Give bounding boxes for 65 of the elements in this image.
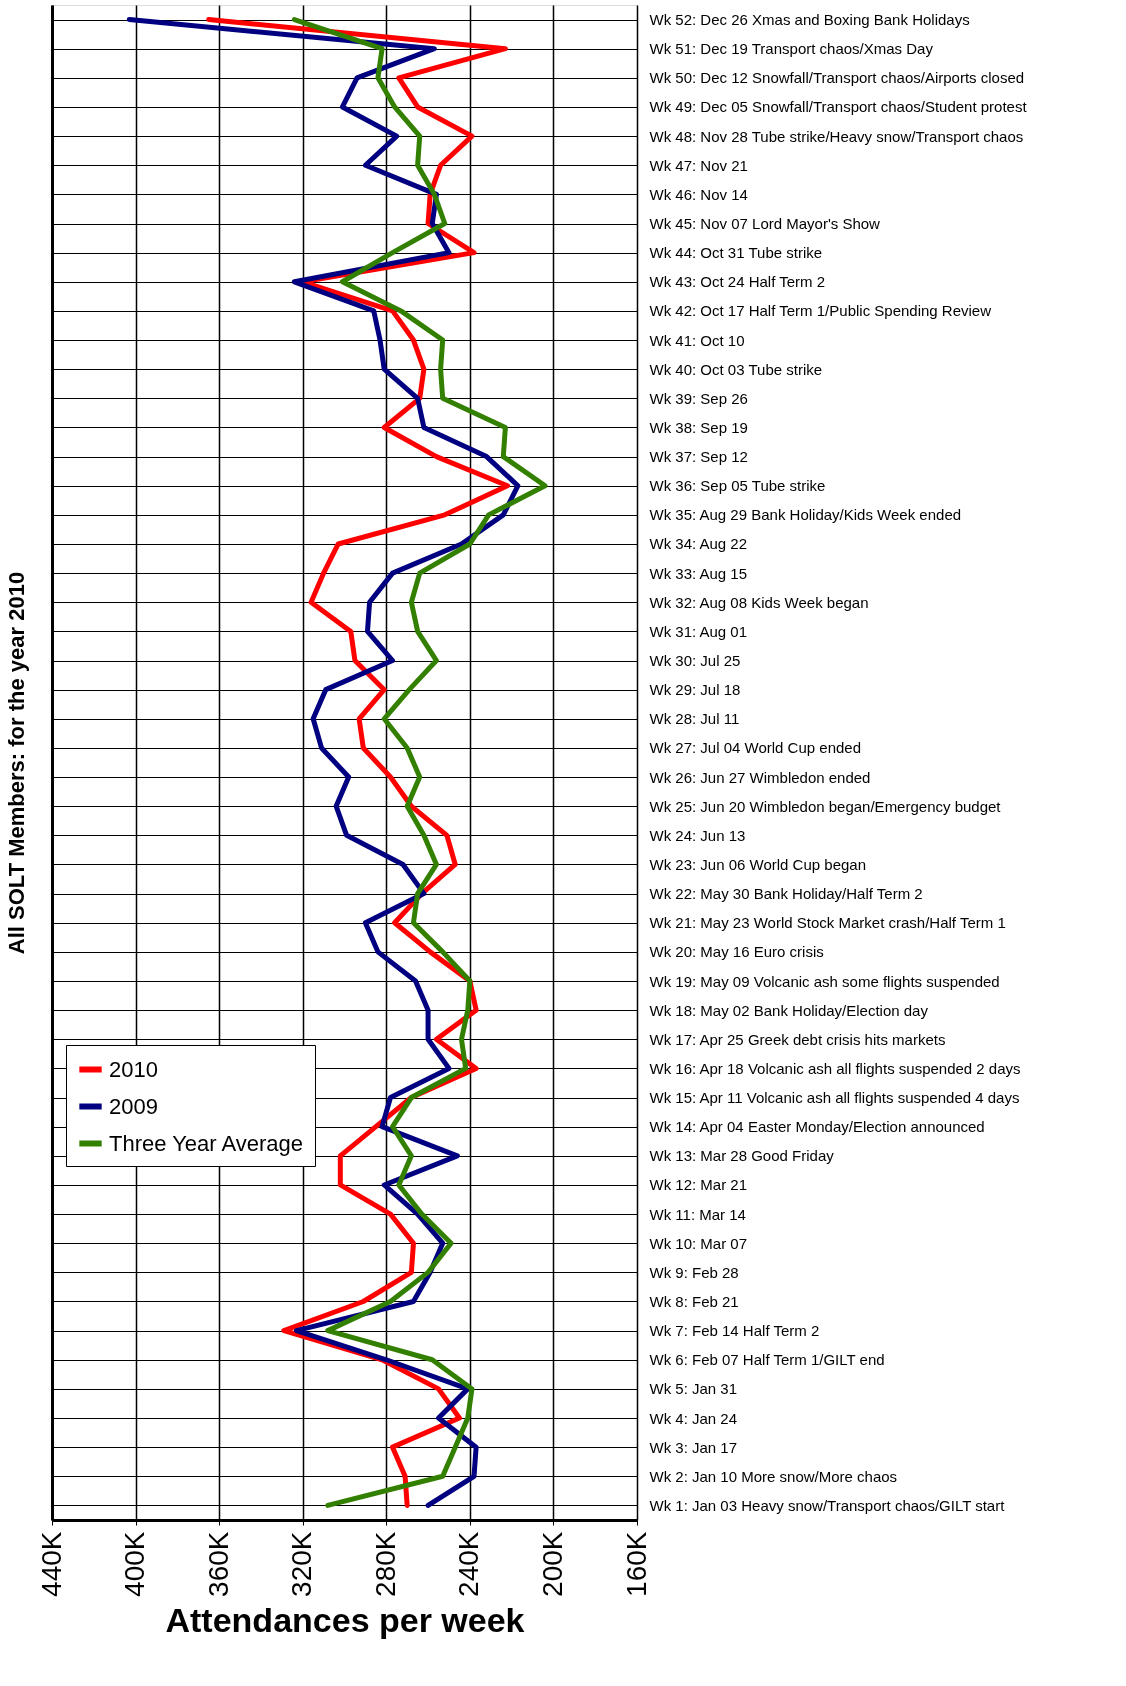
y-tick-label: Wk 18: May 02 Bank Holiday/Election day <box>649 1001 929 1019</box>
y-tick-label: Wk 3: Jan 17 <box>649 1438 738 1456</box>
y-tick-label: Wk 45: Nov 07 Lord Mayor's Show <box>649 215 881 233</box>
x-tick-label: 400K <box>119 1531 151 1597</box>
y-tick-label: Wk 7: Feb 14 Half Term 2 <box>649 1322 820 1340</box>
y-tick-label: Wk 14: Apr 04 Easter Monday/Election announced <box>649 1118 985 1136</box>
y-tick-label: Wk 11: Mar 14 <box>649 1205 746 1223</box>
x-tick-label: 440K <box>35 1531 67 1597</box>
legend-label: Three Year Average <box>109 1130 304 1156</box>
y-tick-label: Wk 37: Sep 12 <box>649 448 748 466</box>
legend-label: 2010 <box>109 1056 158 1082</box>
y-tick-label: Wk 1: Jan 03 Heavy snow/Transport chaos/GILT start <box>649 1496 1006 1514</box>
x-tick-label: 320K <box>286 1531 318 1597</box>
y-tick-label: Wk 22: May 30 Bank Holiday/Half Term 2 <box>649 885 923 903</box>
y-tick-label: Wk 20: May 16 Euro crisis <box>649 943 824 961</box>
x-tick-label: 160K <box>620 1531 652 1597</box>
y-tick-label: Wk 19: May 09 Volcanic ash some flights suspended <box>649 972 1000 990</box>
y-tick-label: Wk 13: Mar 28 Good Friday <box>649 1147 835 1165</box>
y-tick-label: Wk 46: Nov 14 <box>649 185 748 203</box>
x-axis-title: Attendances per week <box>165 1600 525 1639</box>
y-tick-label: Wk 41: Oct 10 <box>649 331 745 349</box>
y-tick-label: Wk 31: Aug 01 <box>649 622 748 640</box>
y-tick-label: Wk 9: Feb 28 <box>649 1263 739 1281</box>
y-tick-label: Wk 25: Jun 20 Wimbledon began/Emergency budget <box>649 797 1002 815</box>
y-tick-label: Wk 43: Oct 24 Half Term 2 <box>649 273 826 291</box>
y-tick-label: Wk 26: Jun 27 Wimbledon ended <box>649 768 871 786</box>
y-tick-label: Wk 39: Sep 26 <box>649 389 748 407</box>
y-tick-label: Wk 27: Jul 04 World Cup ended <box>649 739 862 757</box>
y-tick-label: Wk 33: Aug 15 <box>649 564 748 582</box>
y-tick-label: Wk 52: Dec 26 Xmas and Boxing Bank Holidays <box>649 11 970 29</box>
y-tick-label: Wk 28: Jul 11 <box>649 710 740 728</box>
y-tick-label: Wk 49: Dec 05 Snowfall/Transport chaos/Student protest <box>649 98 1028 116</box>
y-tick-label: Wk 21: May 23 World Stock Market crash/Half Term 1 <box>649 914 1006 932</box>
y-tick-label: Wk 15: Apr 11 Volcanic ash all flights suspended 4 days <box>649 1089 1020 1107</box>
y-tick-label: Wk 36: Sep 05 Tube strike <box>649 477 826 495</box>
y-tick-label: Wk 12: Mar 21 <box>649 1176 748 1194</box>
y-tick-label: Wk 51: Dec 19 Transport chaos/Xmas Day <box>649 40 934 58</box>
x-tick-label: 360K <box>202 1531 234 1597</box>
y-tick-label: Wk 44: Oct 31 Tube strike <box>649 244 823 262</box>
y-tick-label: Wk 23: Jun 06 World Cup began <box>649 855 867 873</box>
y-tick-label: Wk 8: Feb 21 <box>649 1292 739 1310</box>
y-tick-label: Wk 38: Sep 19 <box>649 418 748 436</box>
y-tick-label: Wk 5: Jan 31 <box>649 1380 738 1398</box>
y-tick-label: Wk 30: Jul 25 <box>649 652 741 670</box>
legend-label: 2009 <box>109 1093 158 1119</box>
y-tick-label: Wk 2: Jan 10 More snow/More chaos <box>649 1467 898 1485</box>
y-tick-label: Wk 29: Jul 18 <box>649 681 741 699</box>
y-tick-label: Wk 40: Oct 03 Tube strike <box>649 360 823 378</box>
y-tick-label: Wk 47: Nov 21 <box>649 156 748 174</box>
y-tick-label: Wk 16: Apr 18 Volcanic ash all flights suspended 2 days <box>649 1059 1021 1077</box>
y-tick-label: Wk 48: Nov 28 Tube strike/Heavy snow/Transport chaos <box>649 127 1024 145</box>
x-tick-label: 280K <box>369 1531 401 1597</box>
y-tick-label: Wk 6: Feb 07 Half Term 1/GILT end <box>649 1351 885 1369</box>
y-axis-title: All SOLT Members: for the year 2010 <box>3 571 29 955</box>
y-tick-label: Wk 35: Aug 29 Bank Holiday/Kids Week ended <box>649 506 962 524</box>
y-tick-label: Wk 17: Apr 25 Greek debt crisis hits markets <box>649 1030 946 1048</box>
y-tick-label: Wk 24: Jun 13 <box>649 826 746 844</box>
y-tick-label: Wk 32: Aug 08 Kids Week began <box>649 593 869 611</box>
x-tick-label: 200K <box>536 1531 568 1597</box>
y-tick-label: Wk 42: Oct 17 Half Term 1/Public Spending Review <box>649 302 992 320</box>
y-tick-label: Wk 10: Mar 07 <box>649 1234 748 1252</box>
x-tick-label: 240K <box>453 1531 485 1597</box>
y-tick-label: Wk 4: Jan 24 <box>649 1409 738 1427</box>
y-tick-label: Wk 34: Aug 22 <box>649 535 748 553</box>
y-tick-label: Wk 50: Dec 12 Snowfall/Transport chaos/Airports closed <box>649 69 1025 87</box>
